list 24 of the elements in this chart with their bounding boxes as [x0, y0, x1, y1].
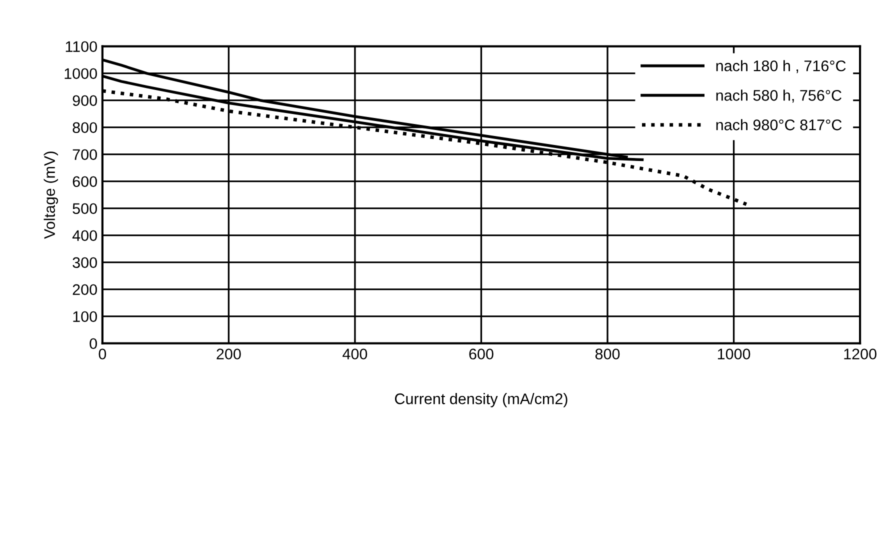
x-tick-label: 400 — [342, 348, 368, 360]
x-tick-label: 0 — [98, 348, 106, 360]
y-tick-label: 700 — [72, 149, 97, 160]
x-tick-label: 800 — [595, 348, 620, 360]
y-tick-label: 600 — [72, 176, 97, 188]
legend-label: nach 580 h, 756°C — [716, 90, 842, 103]
y-axis-title: Voltage (mV) — [44, 152, 58, 239]
y-tick-label: 200 — [72, 284, 97, 296]
y-tick-label: 900 — [72, 95, 97, 106]
y-tick-label: 300 — [72, 257, 97, 268]
x-tick-label: 1200 — [844, 348, 876, 360]
x-tick-label: 600 — [469, 348, 494, 360]
y-tick-label: 100 — [73, 311, 97, 322]
y-tick-label: 500 — [72, 203, 97, 214]
y-tick-label: 1100 — [66, 41, 97, 52]
legend-label: nach 980°C 817°C — [716, 119, 842, 130]
y-tick-label: 0 — [90, 338, 97, 350]
y-tick-label: 800 — [72, 122, 97, 134]
x-tick-label: 1000 — [718, 348, 750, 360]
x-axis-title: Current density (mA/cm2) — [394, 393, 568, 408]
y-tick-label: 400 — [72, 230, 97, 242]
x-tick-label: 200 — [216, 348, 241, 360]
legend-label: nach 180 h , 716°C — [716, 60, 846, 74]
y-tick-label: 1000 — [64, 68, 97, 80]
